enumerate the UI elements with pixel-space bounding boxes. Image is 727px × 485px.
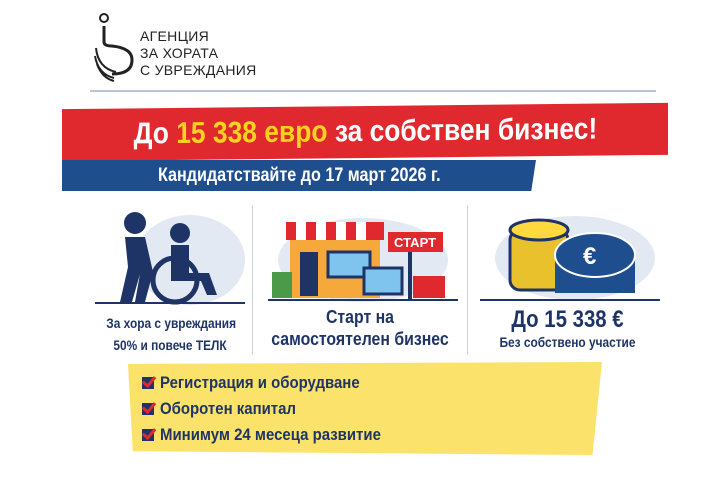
- euro-coins-icon: €: [480, 216, 660, 301]
- shop-start-icon: СТАРТ: [268, 218, 458, 302]
- feature-startup: Старт на самостоятелен бизнес: [268, 306, 453, 350]
- svg-text:€: €: [583, 243, 596, 270]
- people-wheelchair-icon: [95, 212, 245, 305]
- logo-line: С УВРЕЖДАНИЯ: [140, 62, 257, 78]
- divider: [90, 90, 656, 92]
- feature-line: Старт на: [325, 307, 395, 327]
- column-divider: [467, 205, 468, 355]
- checklist-label: Оборотен капитал: [160, 399, 296, 418]
- logo-line: АГЕНЦИЯ: [140, 28, 209, 44]
- agency-logo: [92, 12, 138, 82]
- checkbox-checked-icon: [142, 377, 154, 389]
- checklist-label: Минимум 24 месеца развитие: [160, 425, 381, 444]
- feature-amount: До 15 338 € Без собствено участие: [470, 306, 665, 350]
- column-divider: [252, 205, 253, 355]
- hand-logo-icon: [94, 13, 134, 82]
- feature-disability: За хора с увреждания 50% и повече ТЕЛК: [106, 312, 237, 356]
- checkbox-checked-icon: [142, 403, 154, 415]
- logo-line: ЗА ХОРАТА: [140, 45, 219, 61]
- checklist-item: Регистрация и оборудване: [142, 370, 602, 396]
- headline-banner: До 15 338 евро за собствен бизнес!: [62, 102, 668, 162]
- headline-prefix: До: [133, 117, 169, 151]
- deadline-banner: Кандидатствайте до 17 март 2026 г.: [62, 160, 536, 191]
- headline: До 15 338 евро за собствен бизнес!: [133, 113, 597, 152]
- feature-line: За хора с увреждания: [106, 315, 237, 331]
- checklist-item: Минимум 24 месеца развитие: [142, 422, 602, 448]
- checklist: Регистрация и оборудване Оборотен капита…: [128, 362, 602, 455]
- amount-subtitle: Без собствено участие: [499, 334, 636, 350]
- agency-name: АГЕНЦИЯ ЗА ХОРАТА С УВРЕЖДАНИЯ: [140, 28, 257, 79]
- feature-line: 50% и повече ТЕЛК: [113, 337, 227, 353]
- start-sign: СТАРТ: [394, 235, 436, 250]
- amount-title: До 15 338 €: [511, 306, 624, 333]
- headline-suffix: за собствен бизнес!: [334, 112, 597, 149]
- feature-line: самостоятелен бизнес: [271, 329, 449, 349]
- deadline-text: Кандидатствайте до 17 март 2026 г.: [157, 164, 441, 186]
- checklist-label: Регистрация и оборудване: [160, 373, 360, 392]
- checklist-item: Оборотен капитал: [142, 396, 602, 422]
- headline-amount: 15 338 евро: [175, 115, 328, 150]
- checkbox-checked-icon: [142, 429, 154, 441]
